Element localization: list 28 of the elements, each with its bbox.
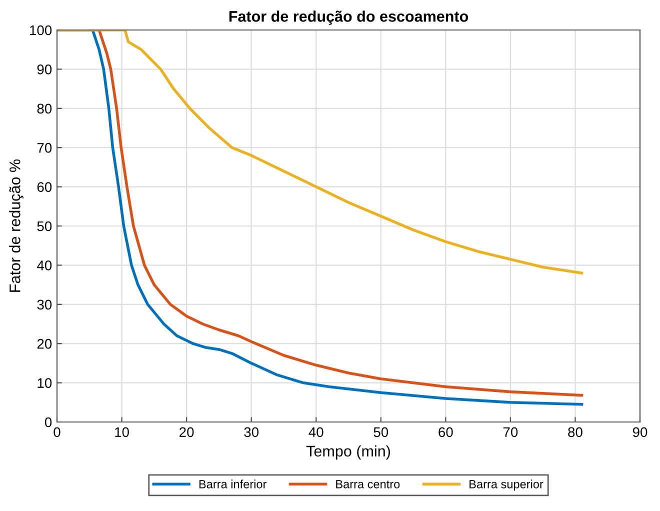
legend-label: Barra centro	[336, 480, 400, 488]
x-tick-label: 80	[568, 427, 582, 438]
y-tick-label: 90	[37, 64, 52, 74]
chart-title: Fator de redução do escoamento	[229, 10, 468, 25]
x-tick-label: 10	[115, 427, 129, 438]
x-axis-title: Tempo (min)	[306, 445, 390, 460]
x-tick-label: 70	[503, 427, 518, 438]
y-tick-label: 0	[44, 417, 52, 428]
legend-label: Barra superior	[470, 480, 544, 491]
y-tick-label: 100	[30, 25, 52, 36]
x-tick-label: 90	[632, 427, 648, 438]
y-tick-label: 50	[37, 221, 52, 232]
y-tick-label: 80	[37, 104, 52, 114]
y-tick-label: 60	[37, 182, 52, 192]
legend-label: Barra inferior	[199, 480, 267, 488]
x-tick-label: 40	[308, 427, 324, 438]
y-tick-label: 20	[37, 338, 52, 349]
y-tick-label: 10	[38, 378, 52, 388]
y-tick-label: 40	[37, 260, 52, 270]
y-axis-title: Fator de redução %	[9, 159, 24, 292]
x-tick-label: 30	[244, 427, 259, 438]
x-tick-label: 0	[54, 427, 60, 438]
line-series	[57, 30, 584, 274]
x-tick-label: 20	[180, 427, 194, 438]
x-tick-label: 60	[438, 427, 453, 438]
x-tick-label: 50	[374, 427, 388, 438]
y-tick-label: 70	[37, 142, 52, 153]
y-tick-label: 30	[37, 300, 52, 310]
